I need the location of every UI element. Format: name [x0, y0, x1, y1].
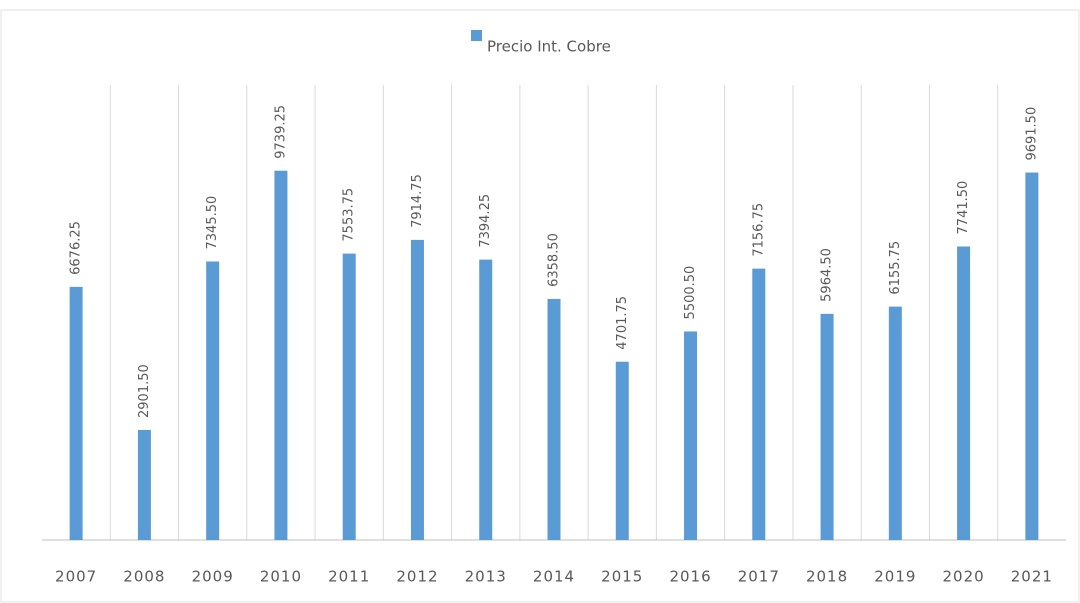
- data-label: 7394.25: [478, 194, 493, 248]
- x-tick-label: 2013: [465, 568, 507, 586]
- data-label: 7553.75: [342, 188, 357, 242]
- bar: [820, 313, 834, 540]
- x-tick-label: 2016: [669, 568, 711, 586]
- x-tick-label: 2018: [806, 568, 848, 586]
- legend-label: Precio Int. Cobre: [487, 38, 611, 56]
- bar: [342, 253, 356, 540]
- x-tick-label: 2008: [123, 568, 165, 586]
- data-label: 2901.50: [137, 364, 152, 418]
- x-tick-label: 2007: [55, 568, 97, 586]
- x-tick-label: 2021: [1011, 568, 1053, 586]
- bar: [137, 429, 151, 540]
- bar: [410, 239, 424, 541]
- bar: [547, 298, 561, 540]
- data-label: 6676.25: [69, 221, 84, 275]
- data-label: 7914.75: [410, 174, 425, 228]
- x-tick-label: 2012: [396, 568, 438, 586]
- data-label: 9739.25: [273, 105, 288, 159]
- bar: [615, 361, 629, 540]
- bar: [888, 306, 902, 540]
- bar: [684, 331, 698, 540]
- bar: [206, 261, 220, 540]
- x-tick-label: 2011: [328, 568, 370, 586]
- data-label: 5964.50: [820, 248, 835, 302]
- bar: [957, 246, 971, 540]
- data-label: 6358.50: [547, 233, 562, 287]
- data-label: 9691.50: [1024, 107, 1039, 161]
- x-tick-label: 2015: [601, 568, 643, 586]
- data-label: 4701.75: [615, 296, 630, 350]
- data-label: 5500.50: [683, 266, 698, 320]
- bar: [274, 170, 288, 541]
- bar: [479, 259, 493, 540]
- x-tick-label: 2020: [943, 568, 985, 586]
- chart-frame: [0, 9, 1080, 603]
- x-tick-label: 2010: [260, 568, 302, 586]
- x-tick-label: 2009: [192, 568, 234, 586]
- x-tick-label: 2014: [533, 568, 575, 586]
- data-label: 7345.50: [205, 196, 220, 250]
- bar: [69, 286, 83, 540]
- legend-swatch: [471, 30, 482, 41]
- bar: [752, 268, 766, 540]
- x-tick-label: 2017: [738, 568, 780, 586]
- data-label: 6155.75: [888, 241, 903, 295]
- data-label: 7156.75: [751, 203, 766, 257]
- data-label: 7741.50: [956, 181, 971, 235]
- bar: [1025, 172, 1039, 540]
- x-tick-label: 2019: [874, 568, 916, 586]
